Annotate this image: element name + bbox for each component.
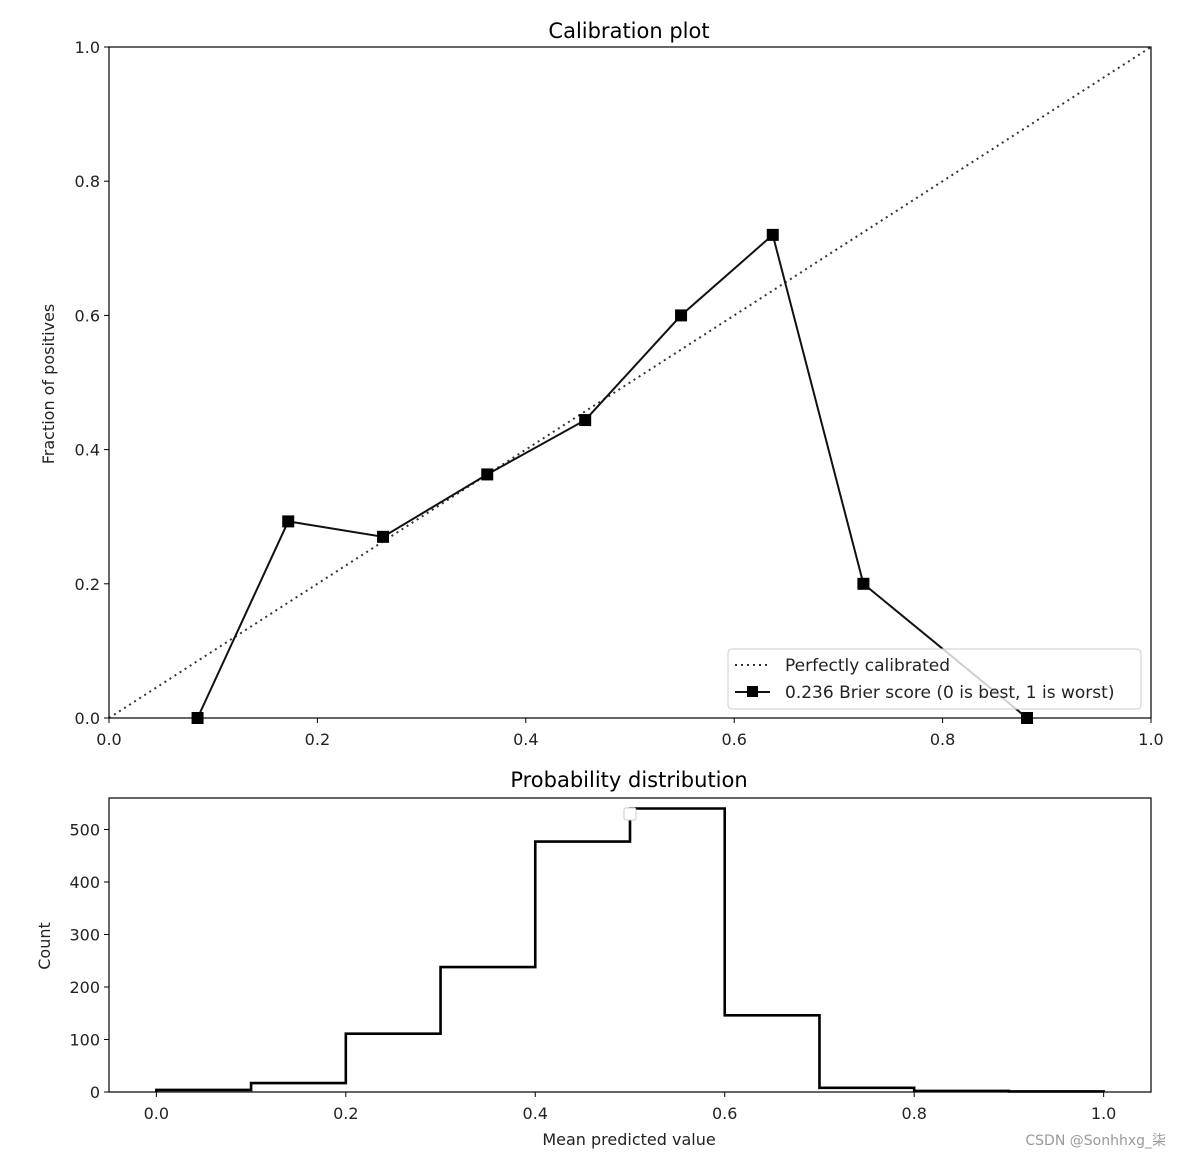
calibration-plot-title: Calibration plot	[548, 19, 709, 43]
y-tick-label: 1.0	[75, 38, 100, 57]
calibration-point	[377, 530, 390, 543]
histogram-series	[155, 807, 1105, 1093]
x-tick-label: 0.0	[96, 730, 121, 749]
calibration-point	[282, 515, 295, 528]
y-tick-label: 0	[90, 1083, 100, 1102]
calibration-point	[857, 577, 870, 590]
calibration-point	[579, 414, 592, 427]
csdn-watermark: CSDN @Sonhhxg_柒	[1025, 1133, 1166, 1149]
calibration-point	[481, 468, 494, 481]
x-tick-label: 0.2	[305, 730, 330, 749]
x-tick-label: 0.4	[523, 1104, 548, 1123]
legend-box	[727, 648, 1142, 710]
y-tick-label: 500	[69, 821, 100, 840]
y-tick-label: 0.4	[75, 441, 100, 460]
calibration-y-ticks: 0.0 0.2 0.4 0.6 0.8 1.0	[75, 38, 109, 728]
x-tick-label: 0.8	[930, 730, 955, 749]
calibration-y-axis-label: Fraction of positives	[39, 304, 58, 465]
y-tick-label: 0.2	[75, 575, 100, 594]
histogram-step-outline	[155, 807, 1105, 1093]
legend-perfectly-calibrated: Perfectly calibrated	[785, 656, 950, 676]
calibration-point	[766, 228, 779, 241]
histogram-y-ticks: 0 100 200 300 400 500	[69, 821, 109, 1102]
x-tick-label: 1.0	[1138, 730, 1163, 749]
y-tick-label: 0.8	[75, 172, 100, 191]
probability-distribution-title: Probability distribution	[510, 768, 747, 792]
x-tick-label: 1.0	[1091, 1104, 1116, 1123]
calibration-plot-frame	[108, 46, 1152, 719]
y-tick-label: 300	[69, 926, 100, 945]
calibration-curve-line	[196, 233, 1028, 719]
y-tick-label: 200	[69, 978, 100, 997]
perfectly-calibrated-line	[108, 46, 1152, 719]
histogram-x-ticks: 0.0 0.2 0.4 0.6 0.8 1.0	[144, 1092, 1116, 1123]
x-tick-label: 0.4	[513, 730, 538, 749]
histogram-y-axis-label: Count	[35, 922, 54, 970]
calibration-point	[675, 309, 688, 322]
y-tick-label: 100	[69, 1031, 100, 1050]
probability-distribution-panel: Probability distribution 0 100 200 300 400 50…	[35, 768, 1152, 1149]
calibration-x-ticks: 0.0 0.2 0.4 0.6 0.8 1.0	[96, 718, 1164, 749]
x-tick-label: 0.2	[333, 1104, 358, 1123]
x-tick-label: 0.6	[721, 730, 746, 749]
x-tick-label: 0.6	[712, 1104, 737, 1123]
calibration-plot-panel: Calibration plot 0.00.20.40.60.81.0 0.0 0…	[39, 19, 1164, 749]
y-tick-label: 0.6	[75, 306, 100, 325]
calibration-legend: Perfectly calibrated 0.236 Brier score (…	[727, 648, 1142, 710]
x-tick-label: 0.0	[144, 1104, 169, 1123]
y-tick-label: 0.0	[75, 709, 100, 728]
y-tick-label: 400	[69, 873, 100, 892]
calibration-series	[108, 46, 1152, 724]
legend-brier-marker-swatch	[747, 686, 758, 697]
histogram-x-axis-label: Mean predicted value	[542, 1130, 715, 1149]
x-tick-label: 0.8	[901, 1104, 926, 1123]
legend-brier-score: 0.236 Brier score (0 is best, 1 is worst…	[785, 683, 1114, 703]
histogram-empty-legend	[623, 807, 637, 821]
histogram-frame	[108, 797, 1152, 1093]
